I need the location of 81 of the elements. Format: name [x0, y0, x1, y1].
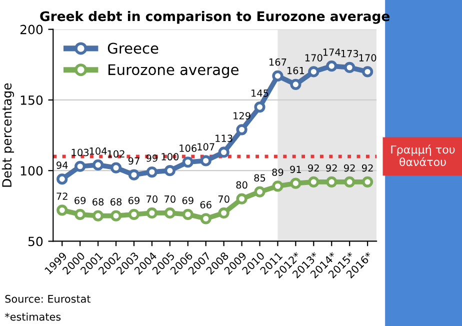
data-label: 72	[56, 192, 68, 200]
data-label: 94	[56, 162, 68, 169]
data-label: 106	[180, 144, 197, 152]
data-label: 68	[110, 198, 122, 206]
data-label: 113	[216, 134, 232, 142]
point	[74, 208, 86, 220]
data-label: 91	[290, 166, 301, 174]
data-label: 92	[362, 164, 373, 172]
point	[272, 180, 284, 192]
data-label: 68	[92, 198, 104, 206]
point	[344, 62, 356, 74]
point	[74, 160, 86, 172]
data-label: 167	[270, 58, 286, 66]
legend-label: Greece	[108, 42, 158, 54]
point	[164, 165, 176, 176]
data-label: 92	[326, 164, 337, 172]
data-label: 170	[305, 54, 322, 62]
data-label: 99	[146, 154, 158, 162]
data-label: 161	[287, 66, 304, 74]
legend-label: Eurozone average	[108, 64, 238, 78]
data-label: 107	[198, 143, 214, 150]
point	[290, 78, 302, 90]
data-label: 89	[272, 168, 284, 176]
point	[200, 155, 212, 166]
data-label: 70	[218, 195, 230, 203]
y-tick-label: 100	[20, 166, 43, 176]
point	[236, 193, 248, 204]
point	[110, 210, 122, 222]
point	[290, 178, 302, 189]
point	[146, 166, 158, 178]
y-tick-label: 200	[20, 24, 43, 34]
point	[182, 156, 194, 168]
data-label: 92	[308, 164, 319, 172]
data-label: 70	[164, 195, 176, 203]
data-label: 69	[182, 196, 194, 204]
data-label: 97	[128, 157, 140, 165]
data-label: 170	[359, 54, 376, 62]
data-label: 70	[146, 195, 158, 203]
data-label: 92	[344, 164, 355, 172]
data-label: 174	[323, 48, 340, 56]
data-label: 85	[254, 174, 266, 182]
point	[164, 207, 176, 219]
data-label: 103	[72, 148, 89, 156]
point	[56, 174, 68, 185]
data-label: 100	[162, 153, 179, 160]
y-axis-title: Debt percentage	[2, 83, 14, 187]
point	[236, 124, 248, 136]
point	[146, 207, 158, 219]
point	[182, 208, 194, 220]
point	[92, 159, 104, 171]
data-label: 102	[108, 150, 124, 158]
data-label: 69	[74, 196, 86, 204]
point	[110, 162, 122, 174]
point	[254, 101, 266, 113]
point	[344, 176, 356, 188]
point	[128, 169, 140, 180]
point	[254, 186, 266, 198]
point	[272, 70, 284, 82]
source-note: Source: Eurostat	[5, 294, 91, 303]
point	[218, 146, 230, 158]
y-tick-label: 150	[20, 95, 43, 105]
point	[308, 176, 320, 188]
point	[218, 207, 230, 219]
data-label: 104	[90, 147, 107, 155]
point	[200, 213, 212, 224]
point	[362, 176, 374, 188]
point	[56, 204, 68, 216]
ref-line-label: Γραμμή του θανάτου	[391, 144, 455, 166]
data-label: 129	[234, 112, 250, 120]
point	[326, 176, 338, 188]
y-tick-label: 50	[28, 236, 43, 246]
point	[308, 66, 320, 78]
point	[362, 66, 374, 78]
data-label: 69	[128, 196, 140, 204]
point	[326, 60, 338, 72]
point	[128, 208, 140, 220]
data-label: 173	[341, 50, 358, 58]
data-label: 80	[236, 181, 248, 189]
text: *estimates	[4, 312, 61, 321]
data-label: 66	[200, 201, 212, 208]
point	[92, 210, 104, 222]
